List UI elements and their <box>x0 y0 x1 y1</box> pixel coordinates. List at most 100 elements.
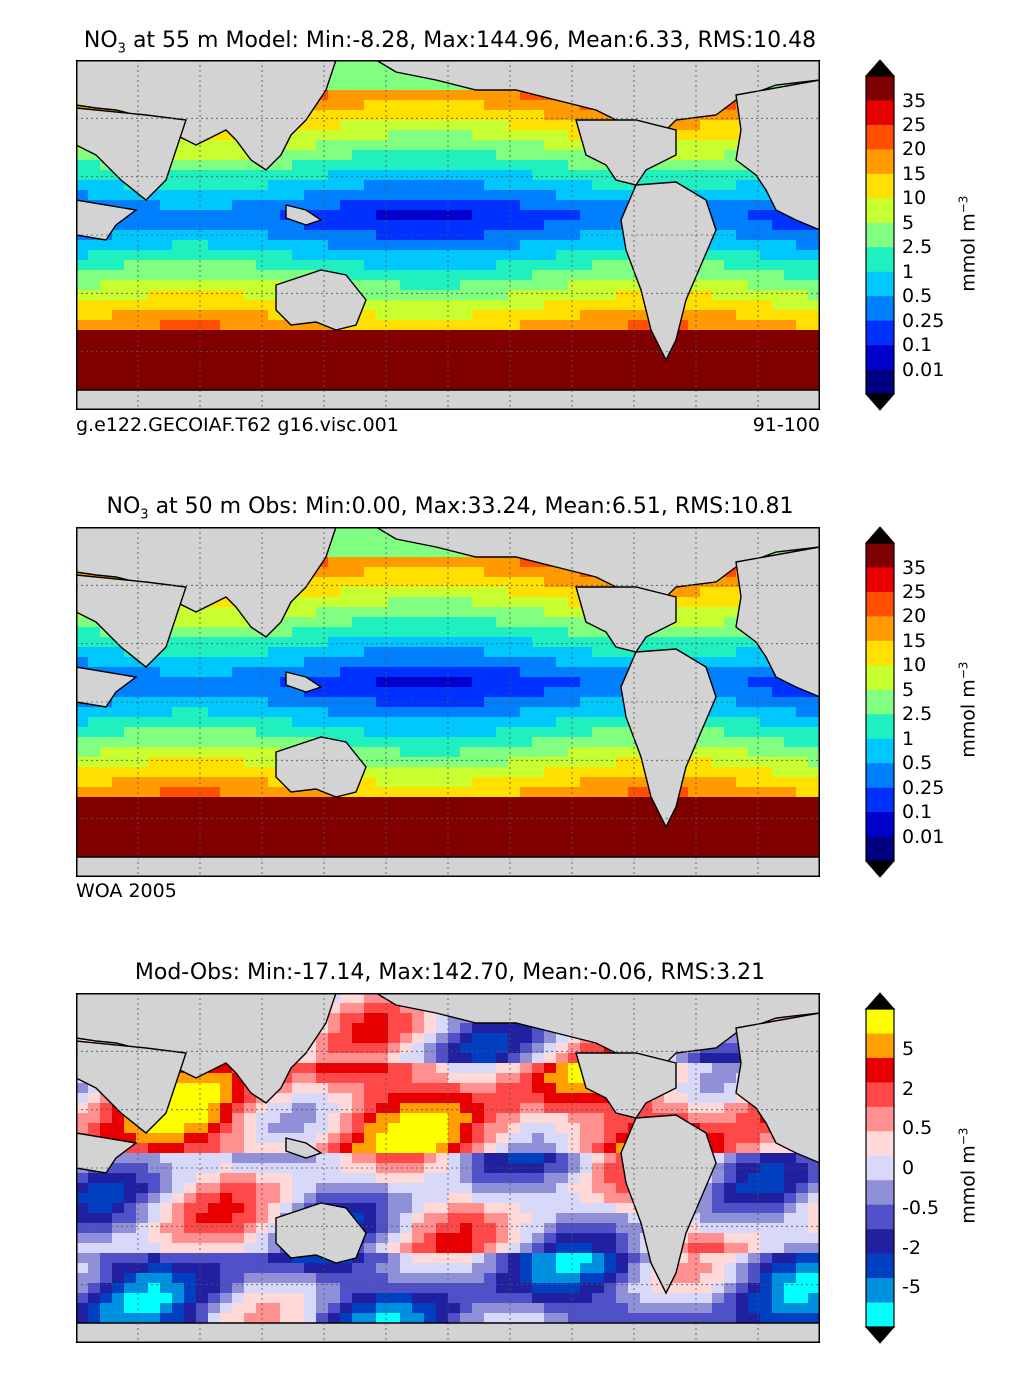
colorbar-unit-label: mmol m−3 <box>956 1127 980 1224</box>
colorbar-tick-label: 0.5 <box>902 1117 933 1140</box>
colorbar-swatch <box>866 296 894 321</box>
landmass <box>575 1052 677 1119</box>
colorbar-tick-label: 25 <box>902 113 927 136</box>
colorbar-tick-label: 1 <box>902 260 915 283</box>
landmass <box>76 60 337 171</box>
colorbar-tick-label: 35 <box>902 89 927 112</box>
landmass <box>620 181 717 362</box>
colorbar-swatch <box>866 812 894 837</box>
colorbar-swatch <box>866 1082 894 1108</box>
colorbar-tick-label: 15 <box>902 162 927 185</box>
colorbar-swatch <box>866 1106 894 1132</box>
colorbar-swatch <box>866 1229 894 1254</box>
colorbar-swatch <box>866 271 894 297</box>
colorbar-swatch <box>866 1131 894 1157</box>
colorbar-swatch <box>866 1155 894 1181</box>
landmass <box>575 586 677 653</box>
map-gridlines <box>76 527 820 877</box>
landmass <box>620 1114 717 1295</box>
landmass <box>76 527 337 638</box>
colorbar-swatch <box>866 1057 894 1083</box>
colorbar-swatch <box>866 149 894 175</box>
colorbar-tick-label: 0.25 <box>902 776 945 799</box>
colorbar-swatch <box>866 836 894 862</box>
colorbar-swatch <box>866 763 894 788</box>
map-plot-area <box>76 527 820 877</box>
landmass <box>76 574 187 668</box>
colorbar-swatch <box>866 1278 894 1303</box>
obs-colorbar <box>864 526 896 878</box>
colorbar-unit-label: mmol m−3 <box>956 195 980 292</box>
colorbar-swatch <box>866 1033 894 1059</box>
colorbar-swatch <box>866 689 894 715</box>
landmass <box>76 1132 138 1174</box>
colorbar-tick-label: 0.01 <box>902 825 945 848</box>
colorbar-swatch <box>866 1204 894 1230</box>
map-plot-area <box>76 993 820 1343</box>
colorbar-swatch <box>866 124 894 150</box>
landmass <box>275 269 367 331</box>
landmass <box>76 199 138 241</box>
colorbar-tick-label: 2.5 <box>902 703 933 726</box>
colorbar-swatch <box>866 345 894 370</box>
colorbar-swatch <box>866 1009 894 1034</box>
colorbar-swatch <box>866 198 894 224</box>
colorbar-tick-label: -5 <box>902 1276 921 1299</box>
map-frame <box>76 993 820 1343</box>
landmass <box>76 1040 187 1134</box>
colorbar-extend-min <box>864 860 896 878</box>
map-frame <box>76 60 820 410</box>
colorbar-extend-max <box>864 59 896 77</box>
colorbar-tick-label: 5 <box>902 211 915 234</box>
landmass <box>76 993 337 1104</box>
obs-map <box>76 527 820 877</box>
map-gridlines <box>76 993 820 1343</box>
colorbar-swatch <box>866 222 894 248</box>
landmass <box>735 79 820 231</box>
colorbar-tick-label: 0.1 <box>902 334 933 357</box>
colorbar-tick-label: -2 <box>902 1236 921 1259</box>
colorbar-tick-label: -0.5 <box>902 1196 940 1219</box>
colorbar-swatch <box>866 369 894 395</box>
landmass <box>735 1012 820 1164</box>
map-frame <box>76 527 820 877</box>
landmass <box>575 119 677 186</box>
colorbar-extend-max <box>864 526 896 544</box>
colorbar-tick-label: 0 <box>902 1157 915 1179</box>
landmass <box>620 648 717 829</box>
colorbar-swatch <box>866 567 894 593</box>
colorbar-tick-label: 20 <box>902 138 927 161</box>
colorbar-tick-label: 0.5 <box>902 752 933 775</box>
colorbar-swatch <box>866 1302 894 1328</box>
landmass <box>285 204 323 226</box>
years-caption: 91-100 <box>752 414 820 436</box>
colorbar-swatch <box>866 100 894 126</box>
diff-colorbar <box>864 992 896 1344</box>
colorbar-tick-label: 20 <box>902 605 927 628</box>
colorbar-unit-label: mmol m−3 <box>956 661 980 758</box>
panel-title: NO3 at 55 m Model: Min:-8.28, Max:144.96… <box>83 28 817 57</box>
dataset-caption: WOA 2005 <box>76 880 177 902</box>
colorbar-swatch <box>866 787 894 813</box>
colorbar-scale <box>864 526 896 878</box>
colorbar-scale <box>864 992 896 1344</box>
model-colorbar <box>864 59 896 411</box>
colorbar-swatch <box>866 738 894 764</box>
colorbar-tick-label: 15 <box>902 629 927 652</box>
colorbar-tick-label: 0.25 <box>902 309 945 332</box>
ocean-field <box>76 527 820 877</box>
landmass <box>275 736 367 798</box>
diff-map <box>76 993 820 1343</box>
colorbar-tick-label: 5 <box>902 1037 915 1060</box>
colorbar-tick-label: 10 <box>902 187 927 210</box>
landmass <box>275 1202 367 1264</box>
colorbar-tick-label: 2 <box>902 1077 915 1100</box>
colorbar-tick-label: 2.5 <box>902 236 933 259</box>
run-name-caption: g.e122.GECOIAF.T62 g16.visc.001 <box>76 414 399 436</box>
colorbar-tick-label: 25 <box>902 580 927 603</box>
landmass <box>76 107 187 201</box>
landmass <box>76 666 138 708</box>
colorbar-swatch <box>866 640 894 666</box>
colorbar-extend-max <box>864 992 896 1010</box>
colorbar-swatch <box>866 591 894 617</box>
